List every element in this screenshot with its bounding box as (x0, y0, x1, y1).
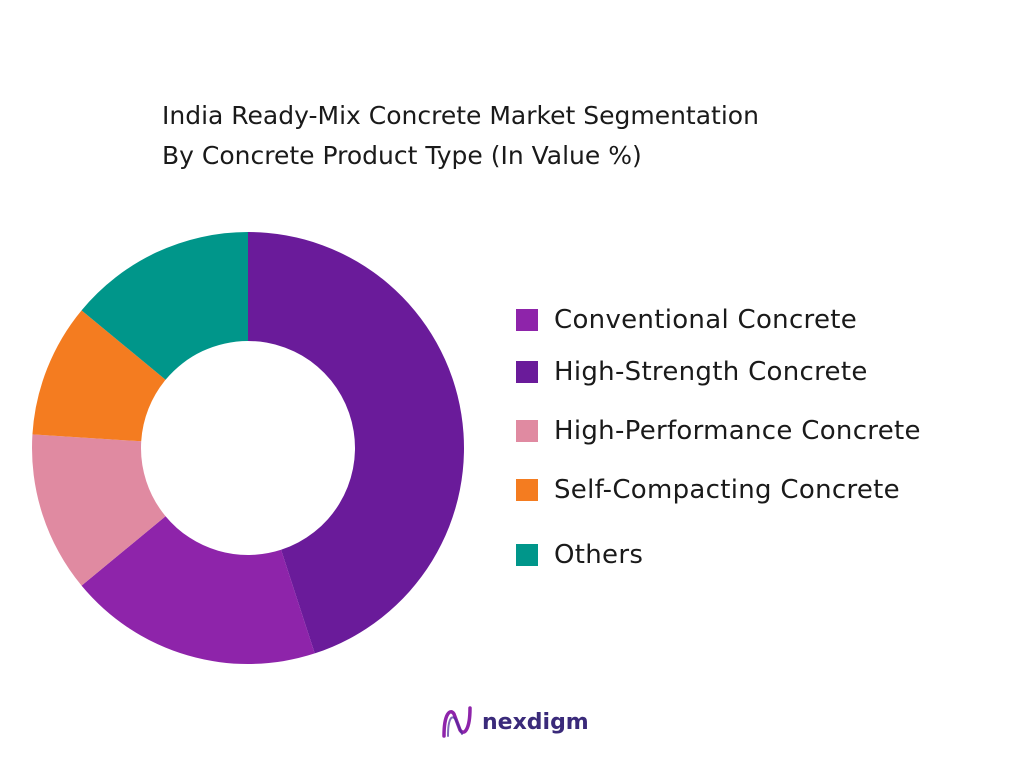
legend-label: Others (554, 540, 644, 570)
legend-label: Conventional Concrete (554, 305, 858, 335)
nexdigm-logo-icon (442, 706, 472, 738)
chart-title-line2: By Concrete Product Type (In Value %) (162, 141, 642, 170)
donut-slice-self-compacting-concrete (32, 310, 166, 442)
legend-label: High-Strength Concrete (554, 357, 868, 387)
donut-slice-conventional-concrete (81, 516, 315, 665)
donut-slice-high-strength-concrete (248, 232, 465, 654)
brand-name: nexdigm (482, 709, 589, 735)
legend-item-high-strength: High-Strength Concrete (516, 357, 868, 387)
chart-title: India Ready-Mix Concrete Market Segmenta… (162, 96, 759, 176)
legend-item-self-compacting: Self-Compacting Concrete (516, 475, 900, 505)
donut-slice-high-performance-concrete (32, 434, 166, 586)
legend-swatch (516, 309, 538, 331)
chart-title-line1: India Ready-Mix Concrete Market Segmenta… (162, 101, 759, 130)
legend-swatch (516, 361, 538, 383)
legend-swatch (516, 544, 538, 566)
legend-item-conventional: Conventional Concrete (516, 305, 857, 335)
brand-logo: nexdigm (440, 704, 589, 740)
legend-label: High-Performance Concrete (554, 416, 921, 446)
legend-swatch (516, 420, 538, 442)
legend-item-others: Others (516, 540, 643, 570)
legend-label: Self-Compacting Concrete (554, 475, 900, 505)
legend-swatch (516, 479, 538, 501)
legend-item-high-performance: High-Performance Concrete (516, 416, 921, 446)
donut-slice-others (81, 232, 248, 380)
